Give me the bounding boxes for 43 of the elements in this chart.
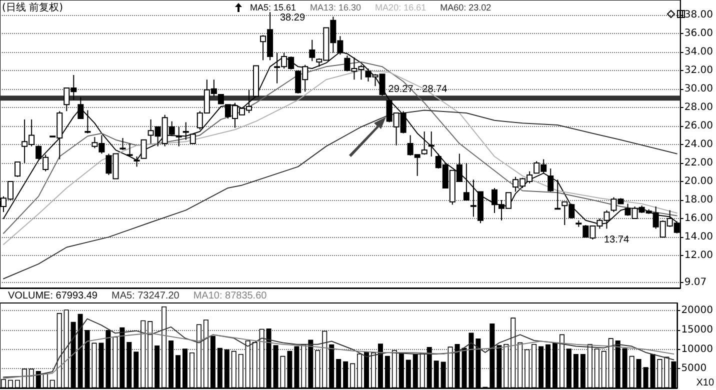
line-series — [2, 332, 674, 379]
y-tick-label: 32.00 — [684, 64, 714, 76]
y-tick-label: 24.00 — [684, 138, 714, 150]
y-tick-label: 12.00 — [684, 250, 714, 262]
text: X10 — [696, 378, 714, 388]
text: MA13: 16.30 — [310, 2, 362, 12]
y-tick-label: 36.00 — [684, 28, 714, 39]
chart-title: (日线 前复权) — [2, 2, 64, 14]
text: MA20: 16.61 — [375, 2, 426, 12]
annotation: 38.29 — [280, 12, 306, 24]
y-tick-label: 9.07 — [684, 277, 707, 288]
y-tick-label: 22.00 — [684, 157, 714, 168]
annotation: 13.74 — [604, 234, 630, 246]
candlestick — [190, 134, 196, 144]
line-series — [2, 318, 674, 378]
y-tick-label: 10000 — [681, 344, 713, 355]
y-tick-label: 16.00 — [684, 213, 714, 224]
candlestick — [140, 139, 147, 159]
candlestick — [218, 94, 224, 104]
text: MA5: 73247.20 — [111, 290, 180, 302]
y-tick-label: 20000 — [681, 305, 713, 316]
text: MA60: 23.02 — [440, 2, 492, 12]
line-series — [3, 110, 678, 280]
y-tick-label: 5000 — [681, 363, 707, 374]
candlestick — [176, 126, 182, 147]
candlestick — [554, 179, 561, 210]
y-tick-label: 34.00 — [684, 46, 714, 58]
text: MA10: 87835.60 — [193, 290, 268, 302]
candlestick — [428, 131, 434, 157]
candlestick — [253, 65, 260, 97]
y-tick-label: 14.00 — [684, 232, 714, 243]
candlestick — [78, 96, 84, 120]
legend-label: MA5: 15.61 — [250, 2, 296, 12]
candlestick — [463, 162, 470, 201]
y-tick-label: 30.00 — [684, 83, 714, 94]
y-tick-label: 28.00 — [684, 102, 714, 113]
y-tick-label: 26.00 — [684, 120, 714, 132]
series-label: VOLUME: 67993.49 — [8, 290, 98, 302]
annotation: 29.27 - 28.74 — [388, 84, 448, 96]
y-tick-label: 20.00 — [684, 176, 714, 188]
y-tick-label: 15000 — [681, 324, 713, 336]
y-tick-label: 18.00 — [684, 194, 714, 206]
y-tick-label: 38.00 — [684, 9, 714, 20]
